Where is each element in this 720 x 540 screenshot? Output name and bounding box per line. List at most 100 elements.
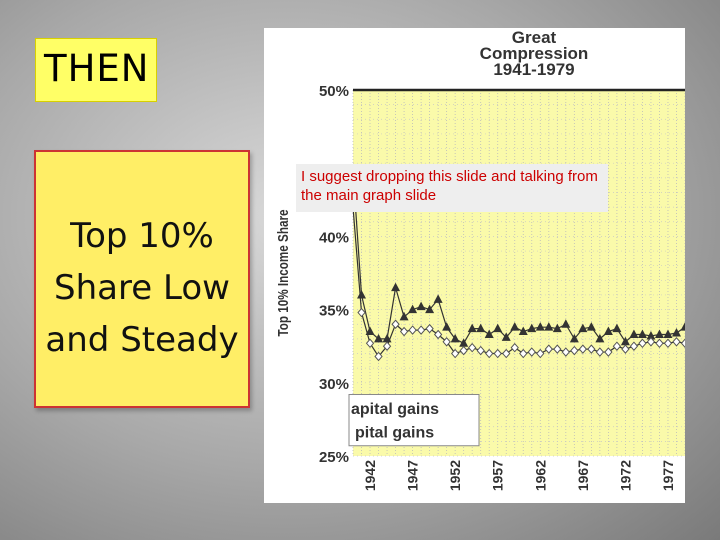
series-point-triangle [442, 322, 452, 331]
series-point-triangle [408, 304, 418, 314]
series-point-triangle [433, 294, 443, 303]
series-point-diamond [544, 344, 553, 354]
x-tick-label: 1967 [575, 460, 591, 491]
series-point-triangle [476, 323, 486, 333]
series-point-triangle [450, 333, 460, 343]
series-point-diamond [476, 345, 485, 356]
series-line-2 [352, 207, 686, 358]
series-point-triangle [586, 322, 596, 331]
x-tick-label: 1957 [490, 460, 506, 491]
series-point-triangle [552, 323, 562, 333]
series-point-triangle [527, 323, 537, 333]
income-share-chart: Great Compression 1941-1979 25% 30% 35% 40% 50… [264, 28, 690, 503]
series-point-triangle [391, 282, 401, 292]
chart-title-line-3: 1941-1979 [493, 60, 574, 79]
series-point-diamond [408, 325, 417, 335]
series-point-diamond [442, 337, 451, 347]
series-point-diamond [527, 347, 536, 357]
reviewer-comment: I suggest dropping this slide and talkin… [296, 164, 608, 212]
series-point-diamond [604, 347, 613, 357]
series-point-diamond [570, 345, 579, 356]
chart-title-line-1: Great [512, 28, 557, 47]
y-tick-label: 50% [319, 83, 349, 100]
series-point-diamond [391, 319, 400, 329]
series-point-diamond [638, 338, 647, 349]
series-point-diamond [595, 347, 605, 357]
y-tick-label: 30% [319, 376, 349, 393]
series-line-1 [352, 170, 686, 345]
series-point-triangle [578, 323, 588, 333]
series-point-triangle [654, 329, 664, 338]
y-tick-label: 40% [319, 229, 349, 246]
series-point-diamond [672, 337, 681, 347]
series-point-triangle [544, 322, 554, 331]
legend-entry: pital gains [355, 425, 434, 442]
series-point-diamond [450, 348, 460, 359]
legend: apital gains pital gains [348, 394, 480, 447]
legend-entry: apital gains [351, 401, 439, 418]
series-point-diamond [646, 337, 656, 347]
series-point-triangle [425, 304, 435, 314]
series-point-triangle [595, 333, 605, 343]
series-point-triangle [620, 336, 630, 346]
series-point-diamond [502, 348, 511, 359]
series-point-diamond [433, 329, 443, 340]
series-point-diamond [587, 344, 596, 354]
series-point-diamond [553, 344, 562, 354]
series-point-triangle [612, 323, 622, 333]
series-point-diamond [629, 341, 639, 351]
x-tick-label: 1952 [447, 460, 463, 491]
series-point-triangle [510, 322, 520, 331]
series-point-diamond [399, 326, 409, 337]
series-point-diamond [655, 338, 664, 349]
summary-note-box: Top 10% Share Low and Steady [34, 150, 250, 408]
series-point-diamond [578, 344, 588, 354]
series-point-triangle [399, 311, 409, 321]
series-point-triangle [629, 329, 639, 338]
series-point-triangle [501, 332, 511, 341]
y-axis-label: Top 10% Income Share [275, 209, 292, 337]
series-point-diamond [621, 344, 630, 354]
series-point-triangle [518, 326, 528, 336]
series-point-triangle [484, 329, 494, 338]
series-point-diamond [365, 338, 375, 349]
series-point-diamond [459, 345, 468, 356]
legend-box [348, 394, 480, 447]
series-point-diamond [612, 341, 622, 351]
x-tick-label: 1977 [660, 460, 676, 491]
series-point-diamond [416, 325, 426, 335]
series-point-triangle [459, 338, 469, 347]
summary-note-text: Top 10% Share Low and Steady [45, 216, 239, 360]
series-point-diamond [493, 348, 502, 359]
series-point-triangle [646, 330, 656, 340]
y-tick-label: 35% [319, 303, 349, 320]
series-point-triangle [357, 289, 367, 299]
chart-title-line-2: Compression [480, 44, 589, 63]
series-point-diamond [485, 348, 494, 359]
series-point-triangle [569, 333, 579, 343]
series-point-triangle [416, 301, 426, 311]
series-point-diamond [357, 307, 366, 318]
series-point-triangle [374, 333, 384, 343]
series-point-diamond [468, 342, 477, 353]
y-tick-label: 25% [319, 449, 349, 466]
x-tick-label: 1947 [405, 460, 421, 491]
then-label-box: THEN [35, 38, 157, 102]
series-point-diamond [663, 338, 673, 349]
series-point-triangle [535, 322, 545, 331]
series-point-triangle [467, 323, 477, 333]
x-tick-label: 1942 [362, 460, 378, 491]
then-label: THEN [44, 47, 150, 90]
series-point-triangle [603, 326, 613, 336]
series-point-triangle [663, 329, 673, 338]
series-point-diamond [382, 341, 392, 351]
series-point-diamond [374, 351, 383, 362]
series-point-triangle [561, 319, 571, 328]
series-point-triangle [671, 328, 681, 337]
series-point-diamond [425, 323, 434, 334]
series-point-triangle [637, 329, 647, 338]
series-point-triangle [493, 323, 503, 333]
x-tick-label: 1962 [532, 460, 548, 491]
